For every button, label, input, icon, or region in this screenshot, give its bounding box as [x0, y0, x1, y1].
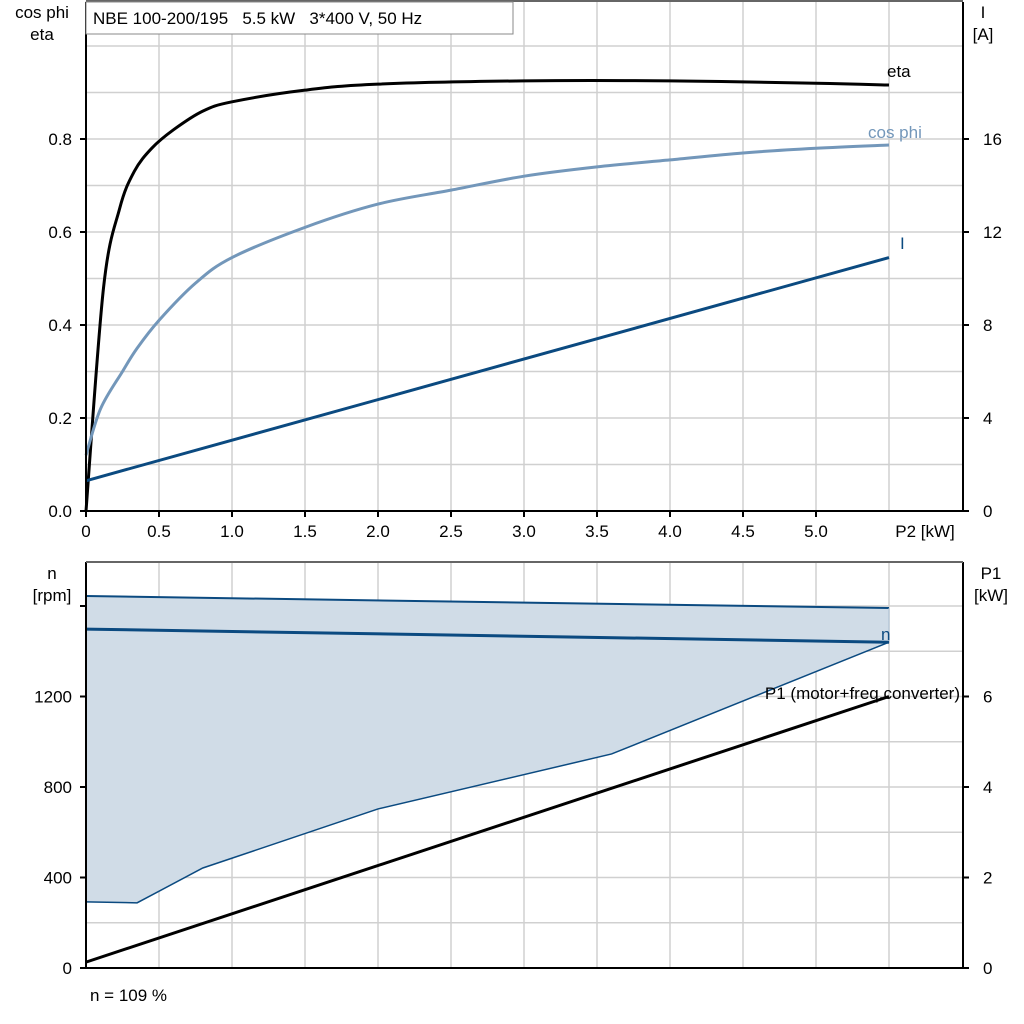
chart-title: NBE 100-200/195 5.5 kW 3*400 V, 50 Hz [93, 9, 422, 28]
y-right-tick-label: 6 [983, 688, 992, 707]
top-series [84, 79, 890, 512]
x-axis-label: P2 [kW] [895, 522, 955, 541]
x-tick-label: 4.0 [658, 522, 682, 541]
y-right-tick-label: 4 [983, 778, 992, 797]
series-cos-phi [84, 143, 890, 456]
y-left-tick-label: 0.6 [48, 223, 72, 242]
series-eta [84, 79, 890, 512]
speed-range-band [85, 595, 890, 904]
x-tick-label: 4.5 [731, 522, 755, 541]
x-tick-label: 1.0 [220, 522, 244, 541]
y-left-tick-label: 0.2 [48, 409, 72, 428]
y-left-tick-label: 0.4 [48, 316, 72, 335]
y-left-tick-label: 0.0 [48, 502, 72, 521]
series-p1 [85, 695, 890, 964]
y-right-tick-label: 8 [983, 316, 992, 335]
label-n: n [881, 625, 890, 644]
y-left-tick-label: 1200 [34, 688, 72, 707]
x-tick-label: 0.5 [147, 522, 171, 541]
y-right-tick-label: 0 [983, 502, 992, 521]
top-grid [86, 2, 963, 511]
y-left-label-top-1: cos phi [15, 3, 69, 22]
band-area [86, 596, 889, 903]
x-tick-label: 3.5 [585, 522, 609, 541]
label-eta: eta [887, 62, 911, 81]
x-tick-label: 2.0 [366, 522, 390, 541]
y-right-tick-label: 16 [983, 130, 1002, 149]
y-right-label-top-1: I [981, 3, 986, 22]
x-tick-label: 1.5 [293, 522, 317, 541]
series-i [85, 256, 890, 483]
band-upper-edge [85, 595, 890, 610]
y-left-label-bottom-2: [rpm] [33, 586, 72, 605]
x-tick-label: 0 [81, 522, 90, 541]
y-right-tick-label: 12 [983, 223, 1002, 242]
footnote: n = 109 % [90, 986, 167, 1005]
series-n [85, 627, 890, 644]
band-lower-edge [85, 641, 890, 904]
y-left-label-top-2: eta [30, 25, 54, 44]
y-left-label-bottom-1: n [47, 564, 56, 583]
y-left-tick-label: 800 [44, 778, 72, 797]
y-left-tick-label: 0 [63, 959, 72, 978]
title-box [85, 1, 514, 35]
x-tick-label: 2.5 [439, 522, 463, 541]
label-cos-phi: cos phi [868, 123, 922, 142]
x-tick-label: 5.0 [804, 522, 828, 541]
x-tick-label: 3.0 [512, 522, 536, 541]
y-left-tick-label: 400 [44, 869, 72, 888]
label-P1: P1 (motor+freq.converter) [765, 684, 960, 703]
y-right-label-top-2: [A] [973, 25, 994, 44]
label-I: I [900, 234, 905, 253]
y-right-label-bottom-1: P1 [981, 564, 1002, 583]
y-right-tick-label: 0 [983, 959, 992, 978]
axis-ticks: 0 0.5 1.0 1.5 2.0 2.5 3.0 3.5 4.0 4.5 5.0 0.0 0.2 0.4… [34, 130, 1002, 978]
y-left-tick-label: 0.8 [48, 130, 72, 149]
bottom-series [85, 627, 890, 964]
y-right-tick-label: 2 [983, 869, 992, 888]
y-right-tick-label: 4 [983, 409, 992, 428]
y-right-label-bottom-2: [kW] [974, 586, 1008, 605]
